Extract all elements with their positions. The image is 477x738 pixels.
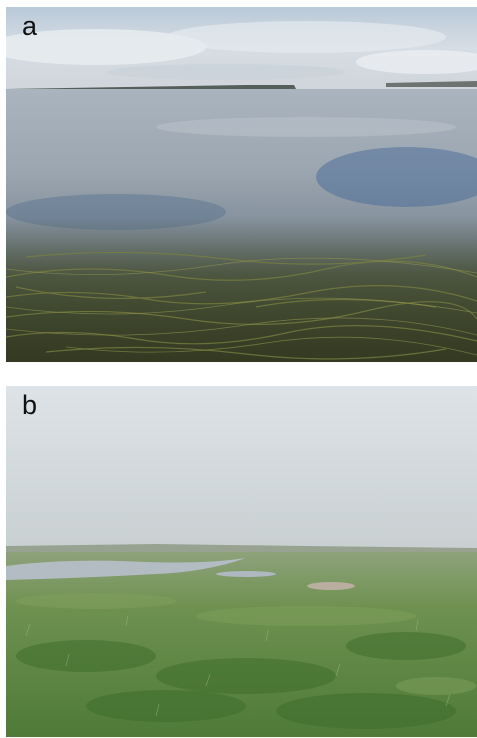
seagrass-photo xyxy=(6,7,477,362)
panel-label-a: a xyxy=(22,11,38,41)
saltmarsh-photo xyxy=(6,386,477,737)
photo-panel-b: b xyxy=(6,386,477,737)
panel-label-b: b xyxy=(22,390,38,420)
photo-panel-a: a xyxy=(6,7,477,362)
